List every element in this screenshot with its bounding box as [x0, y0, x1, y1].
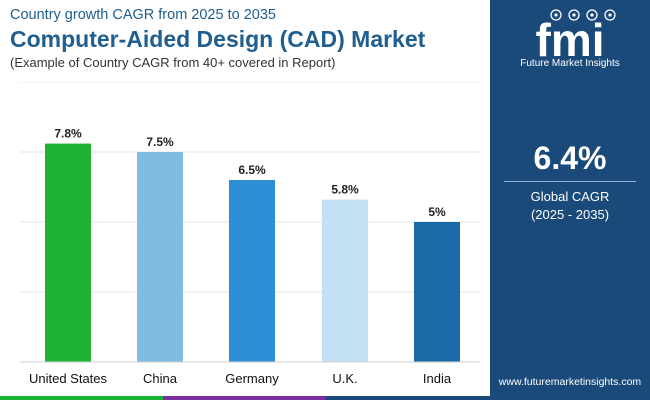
- data-label: 7.8%: [54, 127, 82, 141]
- website-link[interactable]: www.futuremarketinsights.com: [498, 376, 642, 388]
- global-cagr-value: 6.4%: [533, 140, 607, 176]
- data-label: 7.5%: [146, 135, 174, 149]
- x-tick-label: India: [423, 371, 452, 386]
- bar-united-states: [45, 143, 91, 362]
- fmi-logo: fmi: [536, 9, 616, 66]
- side-panel: fmi Future Market Insights 6.4% Global C…: [490, 0, 650, 400]
- bar-chart: 7.8% United States 7.5% China 6.5% Germany 5.8…: [20, 82, 480, 386]
- global-cagr-period: (2025 - 2035): [530, 207, 610, 222]
- global-cagr-label: Global CAGR: [530, 189, 610, 204]
- logo-text: fmi: [536, 14, 605, 66]
- bar-india: [414, 222, 460, 362]
- x-tick-label: China: [143, 371, 178, 386]
- strip-segment: [487, 396, 650, 400]
- x-tick-label: U.K.: [332, 371, 357, 386]
- data-label: 5%: [428, 205, 446, 219]
- bar-u-k: [322, 199, 368, 362]
- logo-subtitle: Future Market Insights: [520, 58, 620, 69]
- data-label: 5.8%: [331, 183, 359, 197]
- strip-segment: [162, 396, 325, 400]
- chart-header: Country growth CAGR from 2025 to 2035 Co…: [10, 6, 480, 71]
- kpi-divider: [504, 181, 636, 182]
- chart-title: Computer-Aided Design (CAD) Market: [10, 26, 426, 52]
- chart-subtitle: Country growth CAGR from 2025 to 2035: [10, 7, 276, 23]
- bar-chart-area: 7.8% United States 7.5% China 6.5% Germany 5.8…: [0, 82, 490, 392]
- data-label: 6.5%: [238, 163, 266, 177]
- x-tick-label: Germany: [225, 371, 279, 386]
- strip-segment: [0, 396, 163, 400]
- x-tick-label: United States: [29, 371, 108, 386]
- chart-caption: (Example of Country CAGR from 40+ covere…: [10, 55, 336, 70]
- bar-china: [137, 152, 183, 362]
- bar-germany: [229, 180, 275, 362]
- strip-segment: [325, 396, 488, 400]
- bottom-color-strip: [0, 396, 650, 400]
